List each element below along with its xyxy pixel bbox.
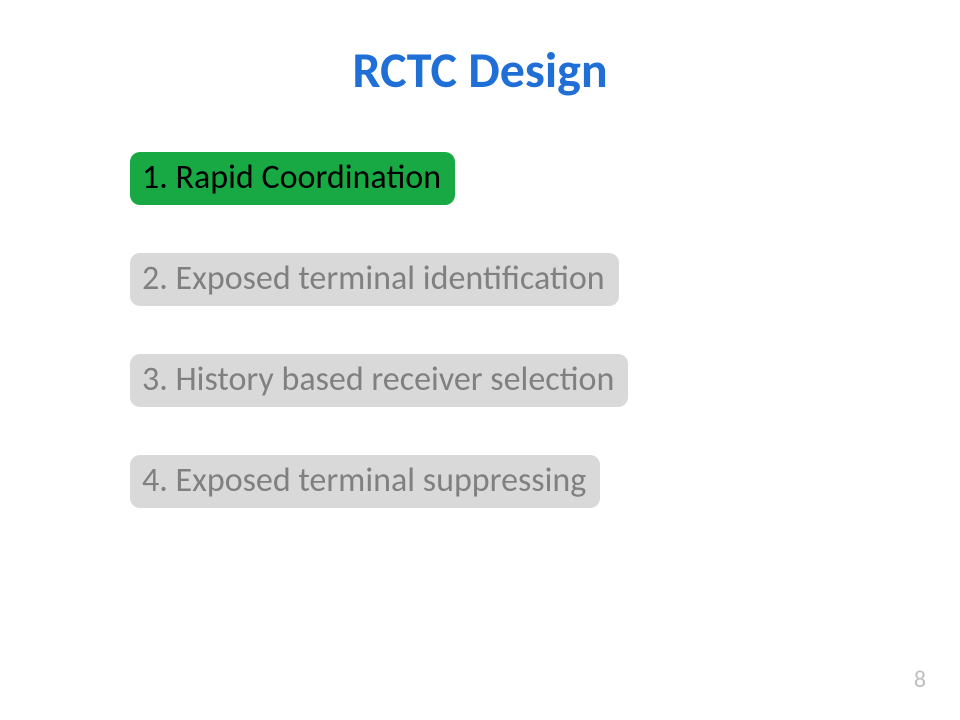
list-item: 1. Rapid Coordination [130, 152, 455, 205]
slide-title: RCTC Design [0, 40, 960, 101]
item-list: 1. Rapid Coordination 2. Exposed termina… [130, 152, 628, 508]
list-item: 4. Exposed terminal suppressing [130, 455, 600, 508]
list-item: 3. History based receiver selection [130, 354, 628, 407]
page-number: 8 [914, 665, 926, 694]
list-item: 2. Exposed terminal identification [130, 253, 619, 306]
